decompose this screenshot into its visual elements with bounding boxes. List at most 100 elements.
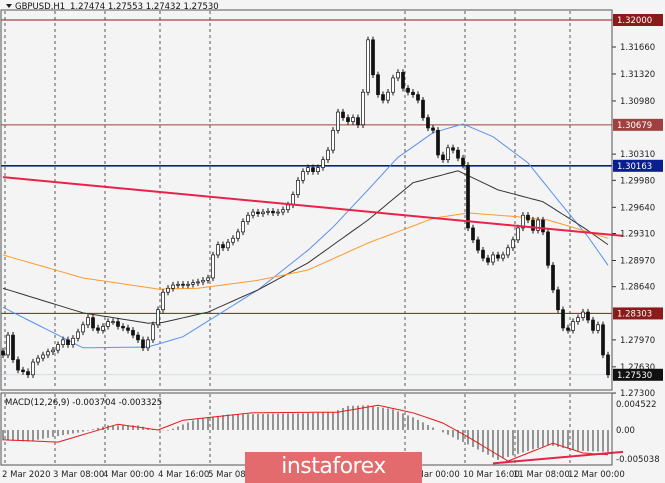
candle xyxy=(221,241,225,251)
candle xyxy=(511,236,515,251)
candle-body xyxy=(406,87,410,93)
candle-body xyxy=(511,239,515,249)
candle-body xyxy=(451,147,455,151)
candle xyxy=(96,324,100,334)
candle xyxy=(346,114,350,125)
time-label: 4 Mar 00:00 xyxy=(103,470,154,480)
candle xyxy=(411,89,415,98)
candle-body xyxy=(356,117,360,126)
candle xyxy=(436,127,440,159)
candle xyxy=(331,127,335,154)
candle-body xyxy=(551,264,555,291)
candle-body xyxy=(426,117,430,129)
candle-body xyxy=(46,351,50,356)
time-axis: 2 Mar 2020 3 Mar 08:004 Mar 00:00 4 Mar 16… xyxy=(2,470,625,480)
candle-body xyxy=(56,344,60,351)
candle xyxy=(416,91,420,104)
candle-body xyxy=(301,171,305,181)
candle xyxy=(451,144,455,154)
candle-body xyxy=(526,214,530,221)
macd-trendline[interactable] xyxy=(492,450,624,465)
price-tick-label: 1.29310 xyxy=(620,230,655,240)
candle xyxy=(341,108,345,121)
candle-body xyxy=(51,349,55,353)
candle-body xyxy=(396,72,400,79)
candle-body xyxy=(261,211,265,215)
price-tick-label: 1.30980 xyxy=(620,97,655,107)
candle-body xyxy=(251,211,255,216)
candle xyxy=(241,218,245,236)
candle-body xyxy=(256,211,260,215)
horizontal-levels[interactable] xyxy=(1,19,612,314)
candle xyxy=(486,254,490,266)
candle-body xyxy=(196,281,200,284)
candle-body xyxy=(436,129,440,156)
candle-body xyxy=(421,99,425,118)
candle xyxy=(206,274,210,284)
candle xyxy=(156,306,160,328)
price-tick-label: 1.29980 xyxy=(620,176,655,186)
time-label: 4 Mar 16:00 xyxy=(158,470,209,480)
candle xyxy=(111,318,115,325)
candle-body xyxy=(141,339,145,349)
candle xyxy=(461,154,465,169)
candle xyxy=(216,241,220,259)
dropdown-triangle-icon[interactable] xyxy=(6,4,12,8)
candle-body xyxy=(81,324,85,333)
level-tag xyxy=(613,307,663,320)
candle-body xyxy=(1,350,5,356)
price-tick-label: 1.30310 xyxy=(620,150,655,160)
candle xyxy=(556,286,560,313)
candle-body xyxy=(106,321,110,327)
candle xyxy=(126,324,130,334)
candle xyxy=(231,235,235,246)
candle xyxy=(596,321,600,334)
time-label: 2 Mar 2020 xyxy=(2,470,50,480)
candle xyxy=(36,354,40,366)
candle-body xyxy=(246,214,250,222)
candle-body xyxy=(516,227,520,241)
grid xyxy=(1,11,612,464)
price-tick-label: 1.28640 xyxy=(620,283,655,293)
candle-body xyxy=(586,311,590,321)
candle-body xyxy=(416,94,420,101)
candle-body xyxy=(116,321,120,327)
macd-tick-label: 0.00 xyxy=(616,426,635,436)
candle-body xyxy=(76,331,80,339)
candle xyxy=(61,336,65,348)
candle xyxy=(531,216,535,234)
candle xyxy=(106,318,110,330)
level-tag xyxy=(613,14,663,26)
candle-body xyxy=(306,167,310,172)
candle xyxy=(501,251,505,262)
ohlc-readout: 1.27474 1.27553 1.27432 1.27530 xyxy=(70,2,219,12)
candle xyxy=(281,206,285,216)
candle-body xyxy=(366,39,370,93)
candle xyxy=(571,318,575,334)
macd-signal-line xyxy=(2,404,609,462)
candle xyxy=(31,358,35,378)
candle-body xyxy=(111,321,115,323)
candle-body xyxy=(346,117,350,122)
candle xyxy=(226,239,230,251)
candle xyxy=(6,331,10,359)
candle xyxy=(561,306,565,332)
red-trendline[interactable] xyxy=(2,176,624,237)
candle-body xyxy=(186,283,190,286)
candle-body xyxy=(61,339,65,345)
trendline[interactable] xyxy=(2,176,624,237)
main-pane-border xyxy=(0,9,613,391)
candle-body xyxy=(276,211,280,214)
candle-body xyxy=(66,339,70,345)
price-tick-label: 1.31660 xyxy=(620,43,655,53)
price-tick-label: 1.29640 xyxy=(620,203,655,213)
candle-body xyxy=(431,127,435,131)
candle-body xyxy=(506,247,510,256)
candle-body xyxy=(411,91,415,95)
candle xyxy=(396,69,400,82)
candle xyxy=(601,321,605,359)
candle-body xyxy=(481,249,485,259)
candle-body xyxy=(556,289,560,311)
